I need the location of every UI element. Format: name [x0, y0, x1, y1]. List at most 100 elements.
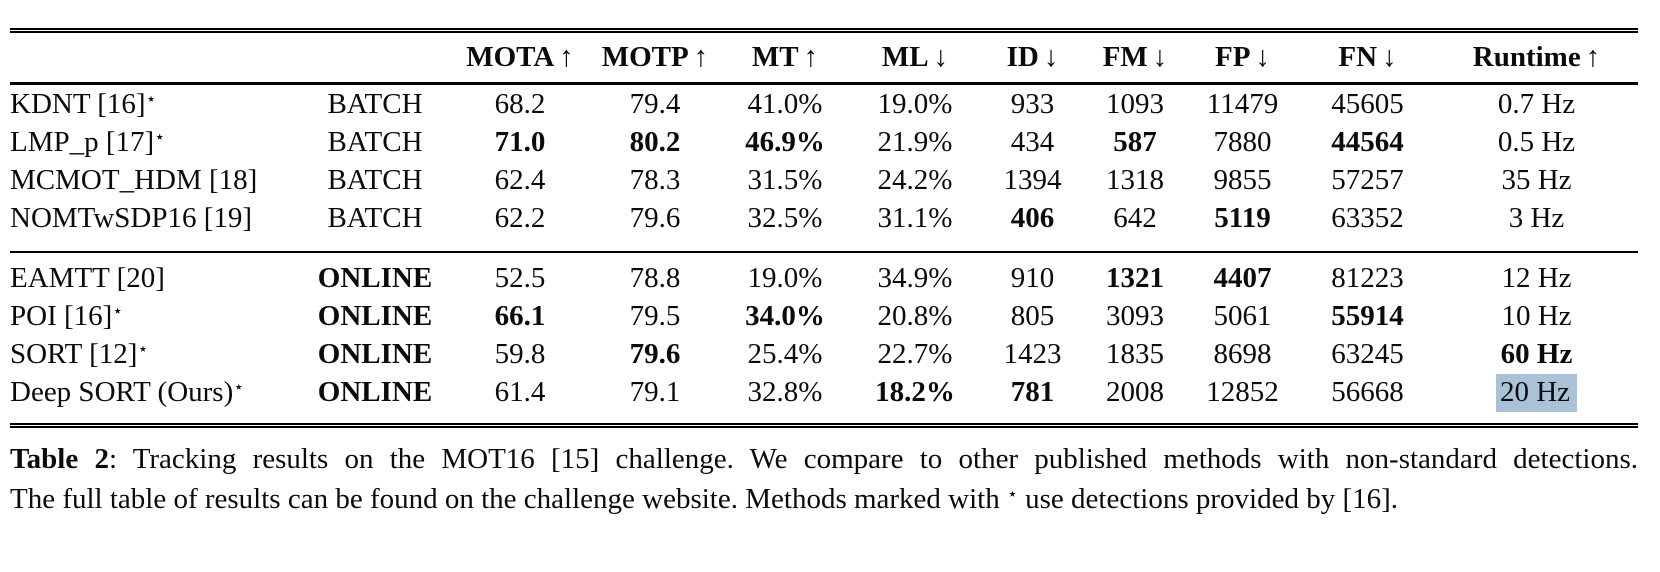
value-cell-fm: 1093	[1106, 87, 1164, 120]
method-label: MCMOT_HDM [18]	[10, 163, 258, 196]
star-icon: ⋆	[154, 126, 166, 147]
arrow-up-icon: ↑	[693, 41, 709, 73]
value-cell-ml: 31.1%	[877, 201, 953, 234]
value-cell-mota: 52.5	[494, 261, 546, 294]
column-label: MOTA	[466, 41, 555, 73]
column-header-mota: MOTA ↑	[450, 31, 590, 84]
value-cell-motp: 78.8	[629, 261, 681, 294]
value-cell-id: 781	[1010, 375, 1055, 408]
column-header-motp: MOTP ↑	[590, 31, 720, 84]
method-label: SORT [12]	[10, 337, 138, 370]
value-cell-mota: 61.4	[494, 375, 546, 408]
value-cell-motp: 79.1	[629, 375, 681, 408]
value-cell-mota: 68.2	[494, 87, 546, 120]
method-name: Deep SORT (Ours)⋆	[10, 373, 300, 426]
column-header-fn: FN ↓	[1300, 31, 1435, 84]
value-cell-fp: 5061	[1213, 299, 1272, 332]
column-header-mode	[300, 31, 450, 84]
value-cell-ml: 24.2%	[877, 163, 953, 196]
value-cell-fm: 1835	[1106, 337, 1164, 370]
star-icon: ⋆	[112, 300, 124, 321]
method-label: Deep SORT (Ours)	[10, 375, 234, 408]
table-row: MCMOT_HDM [18] BATCH 62.4 78.3 31.5% 24.2% 139…	[10, 161, 1638, 199]
mode-cell: ONLINE	[317, 261, 433, 294]
mode-cell: BATCH	[327, 163, 423, 196]
value-cell-fn: 44564	[1331, 125, 1404, 158]
section-online: EAMTT [20] ONLINE 52.5 78.8 19.0% 34.9% 910 132…	[10, 252, 1638, 426]
value-cell-fn: 56668	[1331, 375, 1404, 408]
method-name: SORT [12]⋆	[10, 335, 300, 373]
method-name: POI [16]⋆	[10, 297, 300, 335]
header-row: MOTA ↑ MOTP ↑ MT ↑ ML ↓ ID ↓ FM ↓ FP ↓ FN ↓ Runtime ↑	[10, 31, 1638, 84]
column-label: Runtime	[1472, 41, 1581, 73]
value-cell-runtime: 0.7 Hz	[1497, 87, 1576, 120]
value-cell-runtime: 12 Hz	[1501, 261, 1572, 294]
caption-line-2: The full table of results can be found o…	[10, 479, 1638, 519]
value-cell-fp: 5119	[1214, 201, 1271, 234]
value-cell-motp: 79.6	[629, 337, 681, 370]
column-label: MOTP	[601, 41, 689, 73]
value-cell-mt: 19.0%	[747, 261, 823, 294]
value-cell-mt: 34.0%	[745, 299, 825, 332]
value-cell-fp: 9855	[1213, 163, 1272, 196]
value-cell-fp: 4407	[1213, 261, 1272, 294]
table-row: KDNT [16]⋆ BATCH 68.2 79.4 41.0% 19.0% 933 1093…	[10, 84, 1638, 124]
value-cell-ml: 18.2%	[875, 375, 955, 408]
arrow-up-icon: ↑	[1585, 41, 1601, 73]
value-cell-motp: 80.2	[629, 125, 681, 158]
table-row: POI [16]⋆ ONLINE 66.1 79.5 34.0% 20.8% 805 3093…	[10, 297, 1638, 335]
star-icon: ⋆	[1007, 484, 1018, 505]
mode-cell: BATCH	[327, 87, 423, 120]
value-cell-ml: 20.8%	[877, 299, 953, 332]
value-cell-motp: 79.5	[629, 299, 681, 332]
value-cell-motp: 79.6	[629, 201, 681, 234]
value-cell-id: 805	[1010, 299, 1055, 332]
value-cell-fn: 45605	[1331, 87, 1404, 120]
value-cell-fm: 1318	[1106, 163, 1164, 196]
caption-text-3: use detections provided by [16].	[1017, 483, 1399, 515]
results-table-container: MOTA ↑ MOTP ↑ MT ↑ ML ↓ ID ↓ FM ↓ FP ↓ FN ↓ Runtime ↑ KDN…	[10, 28, 1638, 428]
table-row: EAMTT [20] ONLINE 52.5 78.8 19.0% 34.9% 910 132…	[10, 252, 1638, 297]
value-cell-fp: 12852	[1206, 375, 1279, 408]
value-cell-fm: 587	[1113, 125, 1157, 158]
value-cell-runtime: 3 Hz	[1508, 201, 1565, 234]
caption-label: Table 2	[10, 443, 109, 475]
value-cell-fp: 11479	[1206, 87, 1279, 120]
value-cell-motp: 78.3	[629, 163, 681, 196]
value-cell-mt: 25.4%	[747, 337, 823, 370]
arrow-down-icon: ↓	[933, 41, 949, 73]
method-name: EAMTT [20]	[10, 252, 300, 297]
selected-text[interactable]: 20 Hz	[1495, 373, 1578, 412]
star-icon: ⋆	[145, 88, 157, 109]
method-name: MCMOT_HDM [18]	[10, 161, 300, 199]
value-cell-ml: 19.0%	[877, 87, 953, 120]
table-row: NOMTwSDP16 [19] BATCH 62.2 79.6 32.5% 31.1% 40…	[10, 199, 1638, 252]
arrow-down-icon: ↓	[1152, 41, 1168, 73]
value-cell-runtime: 20 Hz	[1435, 373, 1638, 426]
value-cell-fn: 63245	[1331, 337, 1404, 370]
mode-cell: BATCH	[327, 125, 423, 158]
value-cell-fn: 57257	[1331, 163, 1404, 196]
value-cell-id: 1423	[1003, 337, 1062, 370]
value-cell-fm: 642	[1113, 201, 1157, 234]
column-label: FP	[1215, 41, 1251, 73]
value-cell-fm: 1321	[1106, 261, 1164, 294]
value-cell-mt: 46.9%	[745, 125, 825, 158]
value-cell-id: 910	[1010, 261, 1055, 294]
method-label: POI [16]	[10, 299, 113, 332]
column-label: FN	[1338, 41, 1378, 73]
value-cell-id: 434	[1010, 125, 1055, 158]
table-row: LMP_p [17]⋆ BATCH 71.0 80.2 46.9% 21.9% 434 587…	[10, 123, 1638, 161]
mode-cell: ONLINE	[317, 299, 433, 332]
column-label: MT	[751, 41, 799, 73]
column-header-method	[10, 31, 300, 84]
table-row: Deep SORT (Ours)⋆ ONLINE 61.4 79.1 32.8% 18.2…	[10, 373, 1638, 426]
mode-cell: ONLINE	[317, 337, 433, 370]
mode-cell: BATCH	[327, 201, 423, 234]
column-label: FM	[1102, 41, 1148, 73]
arrow-up-icon: ↑	[803, 41, 819, 73]
arrow-up-icon: ↑	[559, 41, 574, 73]
caption-text-1: : Tracking results on the MOT16 [15] cha…	[108, 443, 1638, 475]
value-cell-id: 406	[1010, 201, 1055, 234]
value-cell-id: 1394	[1003, 163, 1062, 196]
